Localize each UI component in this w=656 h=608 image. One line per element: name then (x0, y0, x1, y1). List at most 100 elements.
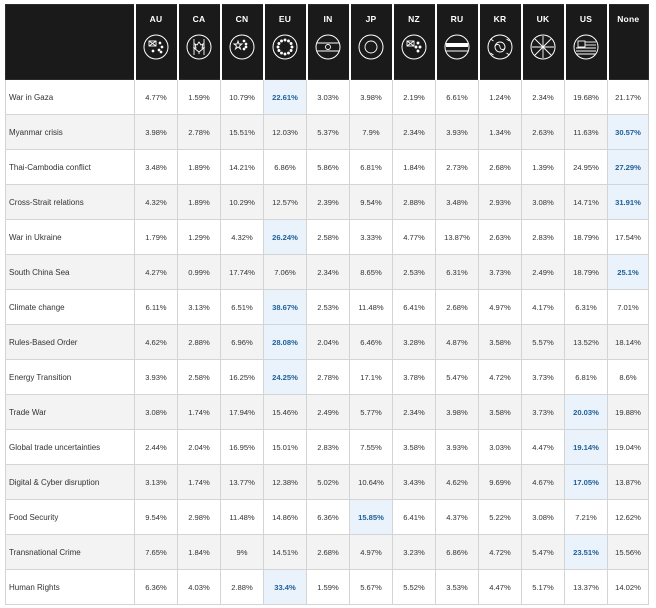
value-cell: 6.81% (349, 149, 393, 185)
column-code: CA (192, 14, 206, 24)
value-cell: 9.69% (478, 464, 522, 500)
value-cell: 2.63% (521, 114, 565, 150)
value-cell: 11.48% (349, 289, 393, 325)
value-cell: 2.34% (306, 254, 350, 290)
china-flag-icon (229, 34, 255, 60)
value-cell: 3.93% (435, 114, 479, 150)
value-cell: 2.04% (177, 429, 221, 465)
value-cell: 2.44% (134, 429, 178, 465)
value-cell: 3.43% (392, 464, 436, 500)
value-cell: 3.58% (392, 429, 436, 465)
highlighted-value-cell: 23.51% (564, 534, 608, 570)
value-cell: 5.52% (392, 569, 436, 605)
value-cell: 6.86% (435, 534, 479, 570)
value-cell: 17.94% (220, 394, 264, 430)
highlighted-value-cell: 19.14% (564, 429, 608, 465)
table-row: Climate change 6.11% 3.13% 6.51% 38.67% 2.53%… (5, 289, 649, 325)
value-cell: 2.88% (392, 184, 436, 220)
value-cell: 12.38% (263, 464, 307, 500)
value-cell: 11.63% (564, 114, 608, 150)
value-cell: 4.03% (177, 569, 221, 605)
table-row: War in Gaza 4.77% 1.59% 10.79% 22.61% 3.03% 3.… (5, 79, 649, 115)
value-cell: 2.68% (435, 289, 479, 325)
table-row: Thai-Cambodia conflict 3.48% 1.89% 14.21% 6.… (5, 149, 649, 185)
value-cell: 1.24% (478, 79, 522, 115)
row-label: Global trade uncertainties (5, 429, 135, 465)
value-cell: 15.51% (220, 114, 264, 150)
value-cell: 15.56% (607, 534, 649, 570)
value-cell: 4.37% (435, 499, 479, 535)
value-cell: 3.73% (478, 254, 522, 290)
row-label: Energy Transition (5, 359, 135, 395)
value-cell: 4.72% (478, 359, 522, 395)
value-cell: 2.68% (478, 149, 522, 185)
value-cell: 12.62% (607, 499, 649, 535)
value-cell: 6.61% (435, 79, 479, 115)
value-cell: 6.96% (220, 324, 264, 360)
value-cell: 1.89% (177, 184, 221, 220)
value-cell: 7.55% (349, 429, 393, 465)
header-corner (5, 4, 136, 80)
value-cell: 5.37% (306, 114, 350, 150)
highlighted-value-cell: 38.67% (263, 289, 307, 325)
value-cell: 5.02% (306, 464, 350, 500)
value-cell: 2.34% (392, 394, 436, 430)
value-cell: 17.74% (220, 254, 264, 290)
value-cell: 2.58% (306, 219, 350, 255)
column-header-jp: JP (349, 4, 394, 80)
value-cell: 18.79% (564, 219, 608, 255)
value-cell: 2.88% (220, 569, 264, 605)
row-label: Digital & Cyber disruption (5, 464, 135, 500)
highlighted-value-cell: 15.85% (349, 499, 393, 535)
table-row: Digital & Cyber disruption 3.13% 1.74% 13.7… (5, 464, 649, 500)
issues-by-country-table: AU CA CN EU IN JP NZ RU KR UK US None War in Gaza 4.… (5, 4, 649, 605)
column-header-uk: UK (521, 4, 566, 80)
value-cell: 17.54% (607, 219, 649, 255)
value-cell: 2.83% (306, 429, 350, 465)
value-cell: 9.54% (349, 184, 393, 220)
value-cell: 16.95% (220, 429, 264, 465)
value-cell: 4.17% (521, 289, 565, 325)
value-cell: 3.73% (521, 359, 565, 395)
value-cell: 6.36% (306, 499, 350, 535)
value-cell: 14.21% (220, 149, 264, 185)
highlighted-value-cell: 20.03% (564, 394, 608, 430)
column-header-nz: NZ (392, 4, 437, 80)
value-cell: 4.77% (392, 219, 436, 255)
column-code: CN (235, 14, 249, 24)
value-cell: 15.46% (263, 394, 307, 430)
value-cell: 4.67% (521, 464, 565, 500)
table-row: Human Rights 6.36% 4.03% 2.88% 33.4% 1.59% 5.6… (5, 569, 649, 605)
table-row: Food Security 9.54% 2.98% 11.48% 14.86% 6.36%… (5, 499, 649, 535)
row-label: Cross-Strait relations (5, 184, 135, 220)
value-cell: 3.23% (392, 534, 436, 570)
value-cell: 13.87% (607, 464, 649, 500)
value-cell: 0.99% (177, 254, 221, 290)
value-cell: 3.78% (392, 359, 436, 395)
value-cell: 2.63% (478, 219, 522, 255)
row-label: Transnational Crime (5, 534, 135, 570)
row-label: War in Ukraine (5, 219, 135, 255)
value-cell: 7.65% (134, 534, 178, 570)
value-cell: 6.41% (392, 499, 436, 535)
value-cell: 4.32% (134, 184, 178, 220)
table-row: Transnational Crime 7.65% 1.84% 9% 14.51% 2.6… (5, 534, 649, 570)
table-row: Cross-Strait relations 4.32% 1.89% 10.29% 12… (5, 184, 649, 220)
value-cell: 6.81% (564, 359, 608, 395)
value-cell: 2.58% (177, 359, 221, 395)
table-row: Myanmar crisis 3.98% 2.78% 15.51% 12.03% 5.37… (5, 114, 649, 150)
value-cell: 6.41% (392, 289, 436, 325)
value-cell: 2.88% (177, 324, 221, 360)
value-cell: 9% (220, 534, 264, 570)
value-cell: 5.47% (435, 359, 479, 395)
row-label: Thai-Cambodia conflict (5, 149, 135, 185)
value-cell: 5.47% (521, 534, 565, 570)
value-cell: 14.71% (564, 184, 608, 220)
value-cell: 3.98% (134, 114, 178, 150)
value-cell: 6.46% (349, 324, 393, 360)
value-cell: 17.1% (349, 359, 393, 395)
australia-flag-icon (143, 34, 169, 60)
value-cell: 2.98% (177, 499, 221, 535)
value-cell: 14.02% (607, 569, 649, 605)
table-body: War in Gaza 4.77% 1.59% 10.79% 22.61% 3.03% 3.… (5, 79, 649, 605)
